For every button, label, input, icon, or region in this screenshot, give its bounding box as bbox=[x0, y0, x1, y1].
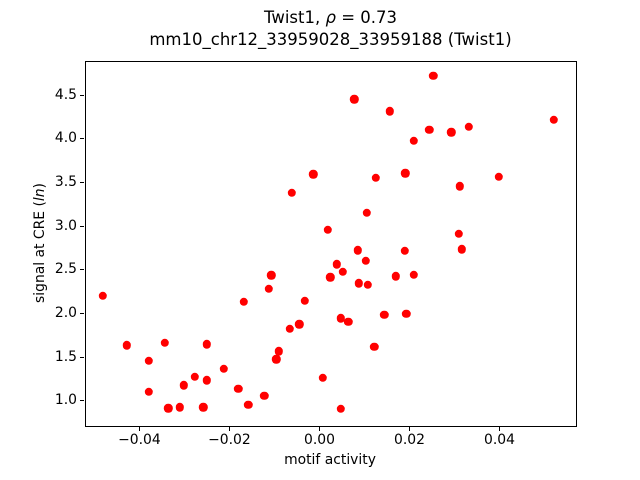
y-tick-mark bbox=[80, 313, 84, 315]
scatter-point bbox=[98, 291, 108, 300]
scatter-point bbox=[199, 403, 208, 412]
x-tick-mark bbox=[319, 427, 321, 431]
scatter-point bbox=[274, 347, 284, 356]
scatter-point bbox=[354, 279, 364, 288]
scatter-point bbox=[361, 256, 371, 265]
scatter-point bbox=[454, 229, 464, 238]
chart-title: Twist1, ρ = 0.73 bbox=[85, 7, 576, 29]
chart-title-block: Twist1, ρ = 0.73 mm10_chr12_33959028_339… bbox=[85, 7, 576, 51]
scatter-point bbox=[380, 310, 389, 319]
scatter-point bbox=[244, 400, 253, 409]
scatter-point bbox=[164, 403, 173, 413]
y-tick-label: 2.0 bbox=[54, 305, 77, 322]
scatter-point bbox=[409, 136, 419, 146]
scatter-point bbox=[391, 272, 400, 281]
y-tick-label: 4.5 bbox=[54, 86, 77, 103]
y-tick-mark bbox=[80, 400, 84, 402]
scatter-point bbox=[160, 338, 169, 347]
scatter-point bbox=[336, 314, 346, 323]
y-tick-mark bbox=[80, 182, 84, 184]
title-rho-symbol: ρ bbox=[325, 8, 336, 27]
scatter-point bbox=[332, 259, 342, 269]
scatter-point bbox=[400, 246, 410, 256]
scatter-point bbox=[179, 381, 188, 390]
scatter-point bbox=[144, 387, 154, 396]
y-tick-label: 2.5 bbox=[54, 261, 77, 278]
x-axis-label: motif activity bbox=[284, 452, 376, 468]
scatter-point bbox=[494, 172, 504, 182]
scatter-point bbox=[308, 170, 318, 179]
scatter-point bbox=[300, 296, 309, 305]
title-gene: Twist1, bbox=[263, 8, 326, 27]
y-axis-label-text: signal at CRE ( bbox=[32, 201, 48, 303]
scatter-point bbox=[202, 340, 212, 349]
scatter-point bbox=[338, 267, 348, 277]
scatter-point bbox=[326, 273, 335, 282]
x-tick-label: −0.02 bbox=[208, 432, 251, 448]
scatter-point bbox=[425, 125, 434, 134]
scatter-point bbox=[287, 188, 296, 197]
scatter-point bbox=[295, 320, 304, 329]
y-tick-mark bbox=[80, 269, 84, 271]
scatter-point bbox=[234, 384, 243, 394]
scatter-point bbox=[267, 271, 276, 280]
x-tick-label: 0.04 bbox=[484, 432, 515, 448]
scatter-point bbox=[122, 341, 132, 350]
scatter-point bbox=[323, 225, 332, 235]
y-tick-mark bbox=[80, 356, 84, 358]
y-tick-mark bbox=[80, 225, 84, 227]
scatter-point bbox=[285, 324, 294, 333]
scatter-point bbox=[272, 355, 281, 364]
scatter-point bbox=[239, 297, 249, 306]
title-rho-value: = 0.73 bbox=[335, 8, 398, 27]
y-axis-label-ln: ln bbox=[32, 188, 48, 202]
scatter-point bbox=[385, 107, 394, 116]
x-tick-label: −0.04 bbox=[118, 432, 161, 448]
y-axis-label: signal at CRE (ln) bbox=[32, 183, 48, 303]
y-tick-mark bbox=[80, 138, 84, 140]
scatter-point bbox=[371, 173, 380, 182]
x-tick-mark bbox=[499, 427, 501, 431]
scatter-point bbox=[175, 403, 184, 412]
x-tick-label: 0.02 bbox=[394, 432, 425, 448]
y-tick-label: 1.5 bbox=[54, 348, 77, 365]
scatter-point bbox=[455, 182, 465, 191]
scatter-point bbox=[464, 122, 474, 132]
scatter-point bbox=[447, 128, 456, 137]
x-tick-mark bbox=[139, 427, 141, 431]
scatter-point bbox=[363, 280, 372, 290]
scatter-point bbox=[190, 372, 199, 381]
plot-area bbox=[85, 61, 577, 427]
y-tick-label: 3.0 bbox=[54, 217, 77, 234]
scatter-point bbox=[353, 245, 362, 255]
scatter-point bbox=[219, 364, 228, 374]
scatter-point bbox=[344, 317, 353, 326]
y-axis-label-close: ) bbox=[32, 183, 48, 189]
chart-subtitle: mm10_chr12_33959028_33959188 (Twist1) bbox=[149, 30, 512, 49]
x-tick-mark bbox=[409, 427, 411, 431]
scatter-point bbox=[202, 376, 212, 385]
scatter-point bbox=[457, 245, 466, 254]
y-tick-mark bbox=[80, 94, 84, 96]
scatter-point bbox=[264, 284, 273, 293]
scatter-point bbox=[336, 404, 346, 414]
scatter-point bbox=[401, 169, 410, 178]
scatter-point bbox=[259, 391, 269, 401]
scatter-point bbox=[362, 208, 371, 217]
scatter-point bbox=[429, 71, 438, 80]
y-tick-label: 3.5 bbox=[54, 174, 77, 191]
scatter-point bbox=[349, 94, 359, 104]
scatter-point bbox=[549, 115, 559, 125]
scatter-point bbox=[402, 309, 411, 319]
y-tick-label: 1.0 bbox=[54, 392, 77, 409]
scatter-point bbox=[318, 373, 328, 382]
scatter-point bbox=[370, 342, 379, 352]
y-tick-label: 4.0 bbox=[54, 130, 77, 147]
scatter-point bbox=[144, 356, 154, 366]
x-tick-mark bbox=[229, 427, 231, 431]
x-tick-label: 0.00 bbox=[304, 432, 335, 448]
scatter-point bbox=[409, 270, 419, 279]
